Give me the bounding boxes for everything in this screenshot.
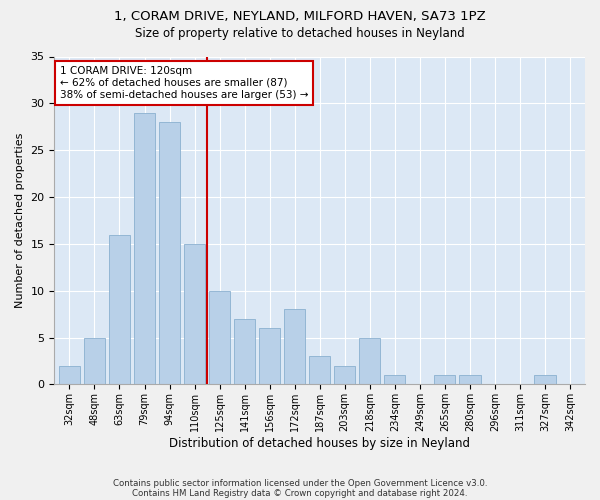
Text: Contains public sector information licensed under the Open Government Licence v3: Contains public sector information licen… [113,478,487,488]
Text: 1 CORAM DRIVE: 120sqm
← 62% of detached houses are smaller (87)
38% of semi-deta: 1 CORAM DRIVE: 120sqm ← 62% of detached … [60,66,308,100]
Bar [359,338,380,384]
Bar [259,328,280,384]
Text: 1, CORAM DRIVE, NEYLAND, MILFORD HAVEN, SA73 1PZ: 1, CORAM DRIVE, NEYLAND, MILFORD HAVEN, … [114,10,486,23]
Bar [309,356,331,384]
X-axis label: Distribution of detached houses by size in Neyland: Distribution of detached houses by size … [169,437,470,450]
Y-axis label: Number of detached properties: Number of detached properties [15,133,25,308]
Bar [209,290,230,384]
Bar [284,310,305,384]
Bar [159,122,180,384]
Text: Size of property relative to detached houses in Neyland: Size of property relative to detached ho… [135,28,465,40]
Bar [84,338,105,384]
Bar [384,375,406,384]
Bar [334,366,355,384]
Bar [109,234,130,384]
Text: Contains HM Land Registry data © Crown copyright and database right 2024.: Contains HM Land Registry data © Crown c… [132,488,468,498]
Bar [234,319,255,384]
Bar [134,112,155,384]
Bar [184,244,205,384]
Bar [59,366,80,384]
Bar [434,375,455,384]
Bar [459,375,481,384]
Bar [535,375,556,384]
